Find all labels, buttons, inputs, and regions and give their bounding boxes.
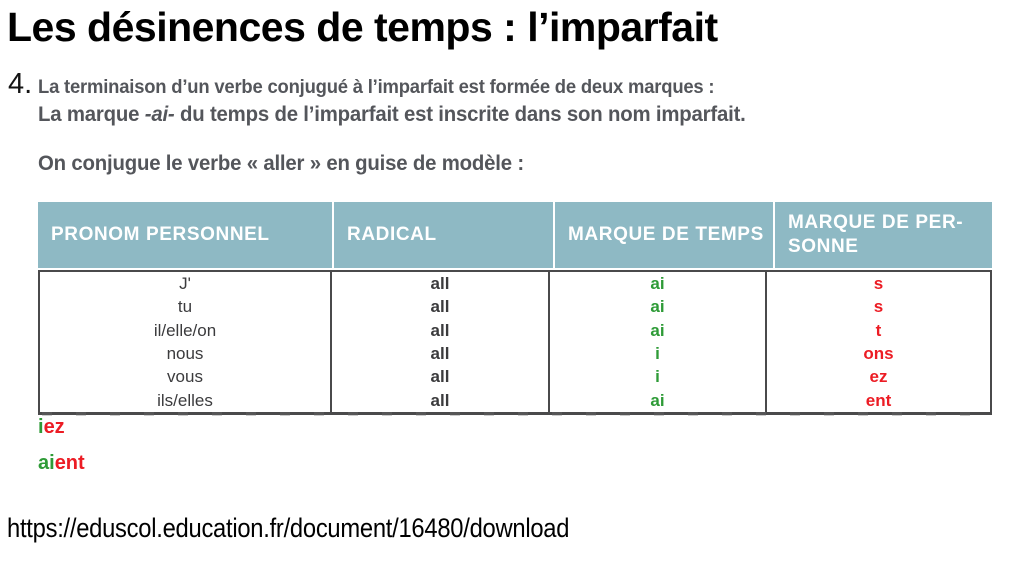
point-number: 4. (8, 68, 33, 100)
cell-pronoun: vous (40, 365, 332, 389)
intro-line-2-seg1: La marque (38, 103, 145, 126)
slide-title: Les désinences de temps : l’imparfait (7, 4, 718, 50)
intro-line-2-ai-marker: -ai- (144, 103, 175, 126)
clipped-row-artifact (42, 412, 990, 416)
cell-radical: all (332, 272, 550, 296)
header-marque-de-personne: MARQUE DE PER- SONNE (775, 202, 992, 268)
cell-person-mark: ent (865, 390, 892, 410)
table-row: ils/elles all ai ent (40, 388, 990, 412)
table-row: il/elle/on all ai t (40, 318, 990, 342)
cell-person-mark: ons (863, 344, 894, 364)
intro-line-2-seg3: du temps de l’imparfait est inscrite dan… (174, 103, 717, 126)
conjugation-table: PRONOM PERSONNEL RADICAL MARQUE DE TEMPS… (38, 202, 992, 415)
cell-person-mark: s (873, 274, 884, 294)
cell-person-mark: t (875, 320, 882, 340)
cell-pronoun: nous (40, 341, 332, 366)
source-url: https://eduscol.education.fr/document/16… (7, 513, 570, 543)
ending-red-part: ent (54, 452, 85, 474)
cell-tense-mark: i (550, 365, 767, 389)
cell-tense-mark: ai (550, 295, 767, 319)
cell-radical: all (332, 295, 550, 319)
intro-line-1: La terminaison d’un verbe conjugué à l’i… (38, 77, 715, 98)
header-marque-de-temps: MARQUE DE TEMPS (555, 202, 773, 268)
table-row: nous all i ons (40, 341, 990, 366)
cell-tense-mark: ai (550, 318, 767, 342)
cell-tense-mark: ai (550, 272, 767, 296)
cell-pronoun: tu (40, 295, 332, 319)
intro-line-2-seg5: t. (733, 103, 746, 126)
ending-red-part: ez (43, 416, 65, 438)
cell-person-mark: ez (869, 367, 888, 387)
cell-radical: all (332, 388, 550, 412)
table-header-row: PRONOM PERSONNEL RADICAL MARQUE DE TEMPS… (38, 202, 992, 268)
cell-radical: all (332, 318, 550, 342)
cell-pronoun: J' (40, 272, 332, 296)
table-row: tu all ai s (40, 295, 990, 319)
header-pronom-personnel: PRONOM PERSONNEL (38, 202, 332, 268)
extra-ending-aient: aient (38, 452, 85, 475)
header-radical: RADICAL (334, 202, 553, 268)
cell-person-mark: s (873, 297, 884, 317)
cell-radical: all (332, 365, 550, 389)
model-sentence: On conjugue le verbe « aller » en guise … (38, 152, 524, 175)
extra-ending-iez: iez (38, 416, 65, 439)
intro-line-2-ai-bold: ai (716, 103, 734, 126)
cell-pronoun: ils/elles (40, 388, 332, 412)
cell-radical: all (332, 341, 550, 366)
cell-tense-mark: ai (550, 388, 767, 412)
cell-pronoun: il/elle/on (40, 318, 332, 342)
intro-line-2: La marque -ai- du temps de l’imparfait e… (38, 103, 746, 127)
cell-tense-mark: i (550, 341, 767, 366)
table-row: J' all ai s (40, 272, 990, 296)
table-row: vous all i ez (40, 365, 990, 389)
table-body: J' all ai s tu all ai s il/elle/on all a… (38, 270, 992, 415)
ending-green-part: ai (38, 452, 55, 474)
ending-green-part: i (38, 416, 44, 438)
